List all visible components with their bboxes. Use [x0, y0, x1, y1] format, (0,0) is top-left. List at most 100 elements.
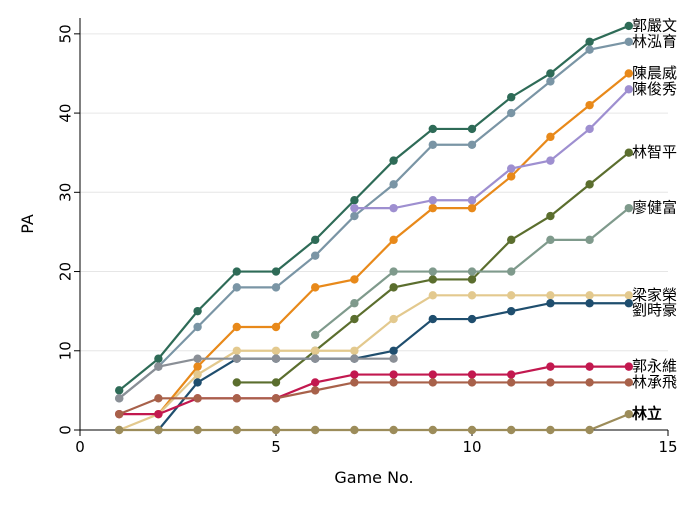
data-point	[271, 378, 281, 387]
series-陳俊秀	[350, 85, 633, 213]
data-point	[428, 196, 437, 205]
data-point	[585, 100, 594, 110]
data-point	[507, 93, 516, 102]
data-point	[546, 77, 555, 86]
axes: 0 10 20 30 40 50 0 5 10 15	[57, 18, 678, 456]
data-point	[428, 275, 437, 284]
data-point	[546, 211, 555, 221]
data-point	[507, 425, 516, 435]
data-point	[350, 299, 359, 308]
data-point	[428, 425, 437, 435]
series-label: 林智平	[632, 143, 677, 161]
data-point	[624, 299, 633, 308]
data-point	[389, 180, 398, 189]
data-point	[193, 306, 202, 316]
x-axis-title: Game No.	[334, 468, 413, 487]
series-label: 廖健富	[632, 199, 677, 217]
data-point	[154, 394, 163, 403]
data-point	[585, 291, 594, 300]
data-point	[350, 425, 359, 435]
series-label: 林泓育	[632, 32, 677, 50]
data-point	[389, 283, 398, 292]
series-lines	[115, 21, 633, 435]
data-point	[311, 283, 320, 292]
data-point	[507, 291, 516, 300]
data-point	[428, 267, 437, 276]
data-point	[428, 370, 437, 379]
series-label: 林立	[632, 405, 662, 423]
data-point	[115, 386, 124, 395]
x-tick-label: 5	[271, 438, 281, 456]
data-point	[585, 37, 594, 46]
data-point	[350, 370, 359, 379]
series-label: 陳晨威	[632, 64, 677, 82]
series-label: 梁家榮	[632, 286, 677, 304]
data-point	[624, 291, 633, 300]
y-tick-label: 40	[57, 104, 75, 123]
data-point	[232, 346, 241, 355]
data-point	[507, 306, 516, 316]
data-point	[193, 425, 202, 435]
data-point	[467, 203, 477, 213]
series-line	[118, 24, 630, 392]
data-point	[311, 425, 320, 435]
data-point	[350, 203, 359, 213]
y-axis-title: PA	[18, 214, 37, 234]
series-label: 劉時豪	[632, 301, 677, 319]
data-point	[389, 156, 398, 165]
data-point	[428, 314, 437, 324]
data-point	[546, 299, 555, 308]
series-unlabeled	[115, 354, 398, 403]
data-point	[232, 322, 241, 332]
y-tick-label: 30	[57, 183, 75, 202]
data-point	[467, 196, 477, 205]
data-point	[507, 267, 516, 276]
data-point	[115, 394, 124, 403]
y-tick-label: 10	[57, 341, 75, 360]
data-point	[546, 362, 555, 371]
data-point	[232, 283, 241, 292]
data-point	[428, 124, 437, 134]
x-tick-label: 10	[462, 438, 481, 456]
series-林立	[115, 409, 633, 435]
series-郭永維	[115, 362, 633, 419]
data-point	[389, 354, 398, 363]
series-line	[118, 40, 630, 400]
data-point	[154, 409, 163, 419]
series-陳晨威	[154, 69, 633, 419]
data-point	[467, 275, 477, 284]
series-label: 林承飛	[632, 373, 677, 391]
data-point	[389, 346, 398, 355]
series-line	[118, 381, 629, 416]
data-point	[311, 330, 320, 340]
series-line	[119, 413, 630, 432]
data-point	[546, 425, 555, 435]
data-point	[467, 267, 477, 276]
data-point	[585, 124, 594, 134]
data-point	[311, 378, 320, 387]
data-point	[467, 425, 477, 435]
series-林智平	[232, 148, 633, 387]
data-point	[389, 378, 398, 387]
data-point	[467, 378, 477, 387]
data-point	[193, 394, 202, 403]
data-point	[467, 291, 477, 300]
data-point	[428, 378, 437, 387]
data-point	[154, 362, 163, 371]
y-tick-label: 50	[57, 24, 75, 43]
data-point	[350, 196, 359, 205]
data-point	[311, 235, 320, 245]
data-point	[389, 370, 398, 379]
data-point	[507, 235, 516, 245]
data-point	[546, 69, 555, 78]
series-label: 陳俊秀	[632, 80, 677, 98]
data-point	[271, 283, 281, 292]
data-point	[350, 314, 359, 324]
series-廖健富	[311, 203, 633, 340]
data-point	[507, 378, 516, 387]
data-point	[271, 394, 281, 403]
y-tick-label: 20	[57, 262, 75, 281]
